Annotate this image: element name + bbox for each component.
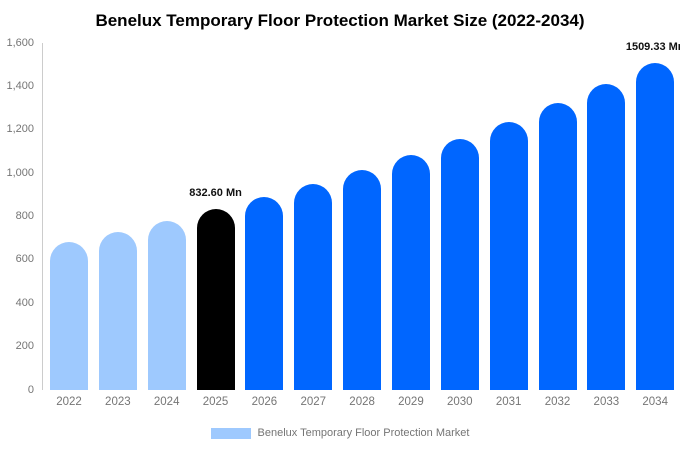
x-axis-label: 2023 [105,396,131,408]
y-axis-line [42,43,43,390]
bar-2028[interactable] [343,169,382,390]
bar-2027[interactable] [294,183,333,390]
x-axis-label: 2030 [447,396,473,408]
legend-swatch [210,427,251,439]
y-tick-label: 0 [27,383,34,396]
value-label: 832.60 Mn [189,187,242,200]
legend-label: Benelux Temporary Floor Protection Marke… [257,427,470,439]
x-axis-label: 2024 [153,396,180,408]
x-axis-label: 2026 [251,396,278,408]
y-tick-label: 800 [15,210,34,222]
bar-2030[interactable] [440,138,479,390]
x-axis-label: 2033 [593,396,620,408]
bar-2029[interactable] [391,154,430,390]
bar-2033[interactable] [587,83,626,390]
y-tick-label: 400 [15,296,34,309]
bar-2025[interactable] [196,209,235,390]
x-axis-label: 2022 [56,396,82,408]
y-tick-label: 1,600 [6,36,34,49]
value-label: 1509.33 Mn [625,40,680,53]
chart-title: Benelux Temporary Floor Protection Marke… [95,11,585,30]
bar-2026[interactable] [245,197,284,390]
y-tick-label: 600 [15,253,34,266]
x-axis-label: 2028 [349,396,375,408]
bar-2024[interactable] [147,221,186,390]
bar-2022[interactable] [50,241,88,390]
bar-2023[interactable] [98,231,137,390]
bar-2034[interactable] [636,62,675,390]
x-axis-label: 2034 [642,396,668,408]
bar-2032[interactable] [538,103,577,390]
y-tick-label: 200 [15,340,34,353]
x-axis-label: 2025 [202,396,229,408]
bar-2031[interactable] [489,121,528,390]
x-axis-label: 2031 [495,396,522,408]
y-tick-label: 1,000 [6,166,34,179]
y-tick-label: 1,200 [6,123,34,136]
x-axis-label: 2032 [544,396,571,408]
legend: Benelux Temporary Floor Protection Marke… [0,427,680,439]
x-axis-label: 2027 [300,396,327,408]
x-axis-label: 2029 [398,396,424,408]
y-tick-label: 1,400 [6,79,34,92]
